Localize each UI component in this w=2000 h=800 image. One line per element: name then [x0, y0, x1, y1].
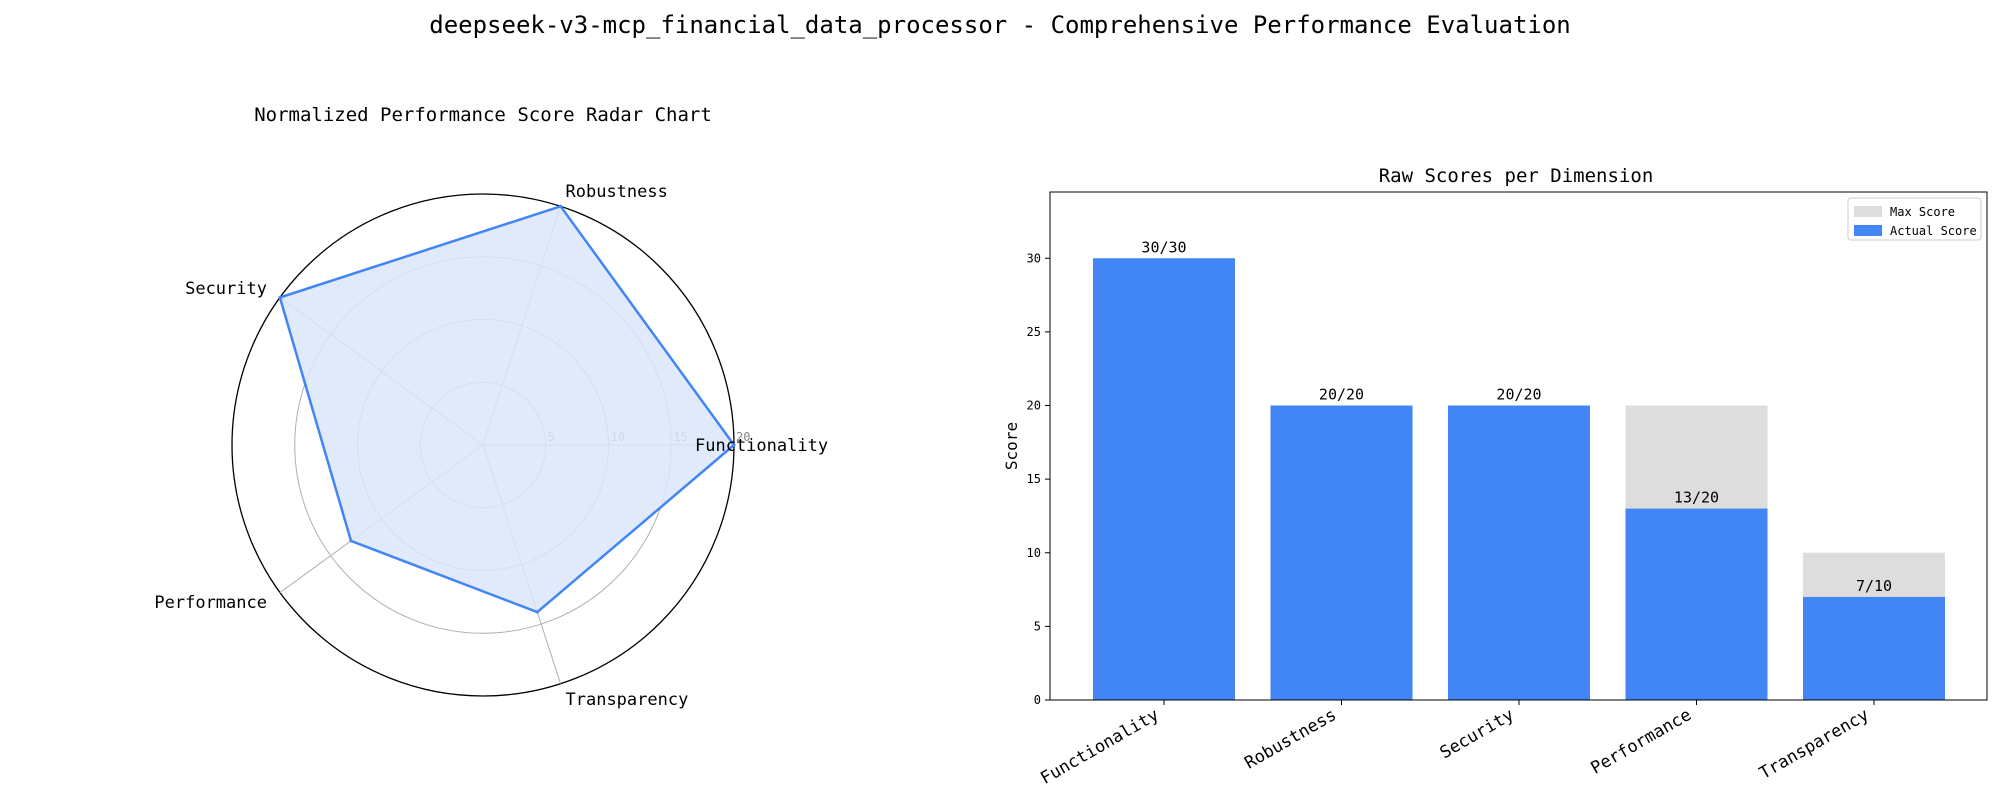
radar-tick-label: 20	[736, 430, 750, 444]
data-label: 20/20	[1319, 386, 1364, 404]
y-tick-label: 30	[1027, 251, 1041, 265]
radar-axis-label: Functionality	[695, 436, 828, 456]
figure-title: deepseek-v3-mcp_financial_data_processor…	[429, 11, 1571, 39]
radar-axis-label: Robustness	[566, 182, 668, 202]
y-tick-label: 20	[1027, 399, 1041, 413]
data-label: 20/20	[1496, 386, 1541, 404]
bar-chart: Raw Scores per Dimension 0 5 10 15 20 25 30 Fun…	[1002, 165, 1988, 789]
legend-label: Max Score	[1890, 205, 1955, 219]
radar-title: Normalized Performance Score Radar Chart	[254, 104, 712, 126]
radar-axis-label: Performance	[154, 593, 267, 613]
x-tick-label: Transparency	[1756, 705, 1872, 784]
legend-label: Actual Score	[1890, 224, 1977, 238]
radar-chart: Normalized Performance Score Radar Chart…	[154, 104, 828, 710]
radar-point	[732, 443, 736, 447]
x-tick-label: Performance	[1587, 705, 1695, 779]
bar-marks: 30/30 20/20 20/20 13/20 7/10	[1093, 238, 1945, 700]
radar-point	[535, 610, 539, 614]
y-tick-label: 5	[1034, 619, 1041, 633]
y-tick-label: 10	[1027, 546, 1041, 560]
x-tick-label: Robustness	[1241, 705, 1340, 774]
y-tick-label: 0	[1034, 693, 1041, 707]
actual-score-bar	[1625, 508, 1768, 700]
bar-plot-frame	[1049, 191, 1988, 701]
radar-axis-label: Transparency	[566, 690, 689, 710]
radar-area	[278, 204, 736, 614]
legend-swatch	[1854, 206, 1882, 217]
actual-score-bar	[1448, 405, 1590, 700]
x-tick-label: Security	[1437, 705, 1518, 763]
data-label: 7/10	[1856, 577, 1892, 595]
legend: Max Score Actual Score	[1847, 197, 1982, 241]
data-label: 30/30	[1141, 238, 1186, 256]
legend-swatch	[1854, 225, 1882, 236]
y-axis-label: Score	[1002, 422, 1021, 470]
data-label: 13/20	[1674, 489, 1719, 507]
radar-labels: Functionality Robustness Security Performan…	[154, 182, 828, 710]
actual-score-bar	[1803, 596, 1945, 700]
radar-point	[349, 539, 353, 543]
radar-series-line	[278, 204, 736, 614]
actual-score-bar	[1270, 405, 1413, 700]
y-tick-label: 25	[1027, 325, 1041, 339]
x-tick-label: Functionality	[1037, 705, 1162, 789]
radar-point	[278, 295, 282, 299]
radar-fill	[279, 206, 734, 613]
actual-score-bar	[1093, 258, 1235, 700]
bar-title: Raw Scores per Dimension	[1379, 165, 1654, 187]
radar-point	[559, 204, 563, 208]
y-tick-label: 15	[1027, 472, 1041, 486]
radar-axis-label: Security	[185, 279, 267, 299]
